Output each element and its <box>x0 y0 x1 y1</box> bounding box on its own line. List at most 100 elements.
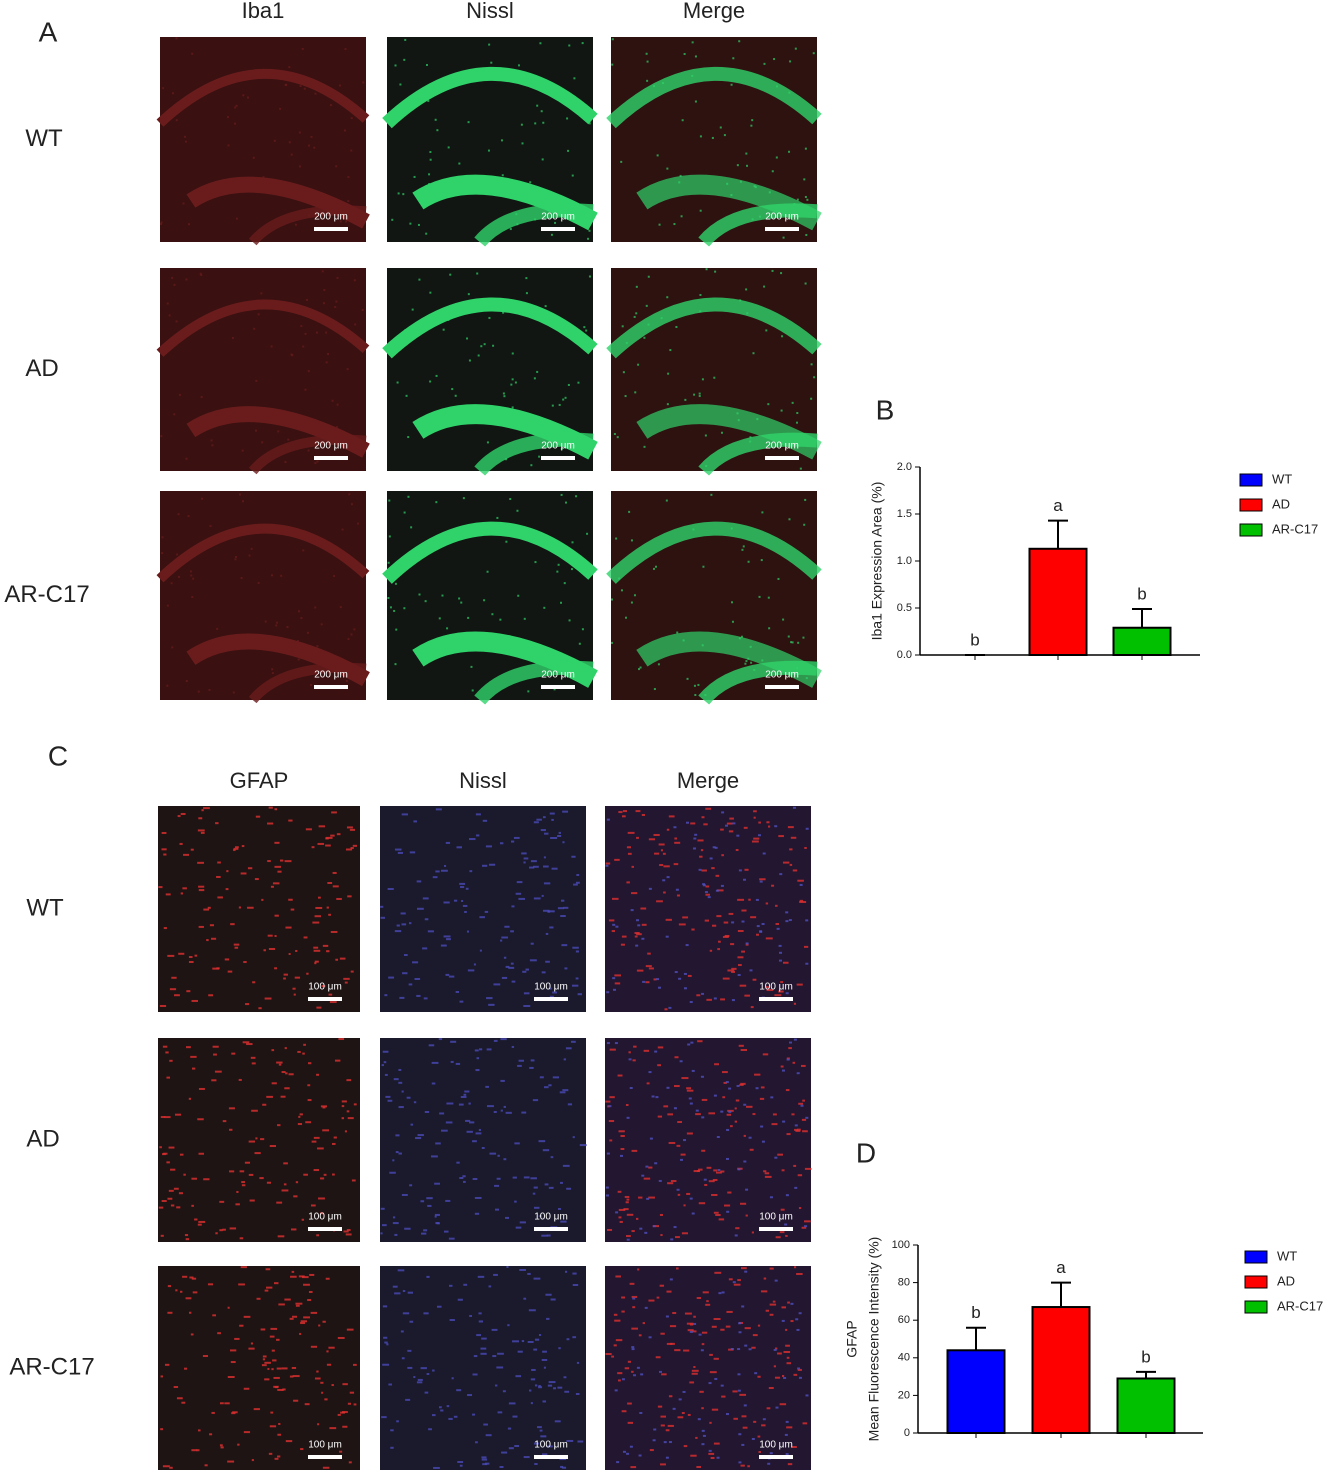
cell <box>759 880 763 883</box>
cell <box>775 923 780 926</box>
cell <box>793 1266 797 1269</box>
cell <box>545 436 548 439</box>
cell <box>424 600 427 603</box>
cell <box>737 1348 741 1351</box>
cell <box>804 282 807 285</box>
cell <box>792 1061 796 1064</box>
cell <box>634 391 637 394</box>
cell <box>509 228 512 231</box>
cell <box>687 1043 691 1046</box>
cell <box>620 160 623 163</box>
cell <box>786 1356 790 1359</box>
cell <box>402 972 408 975</box>
cell <box>695 1109 699 1112</box>
cell <box>243 1315 251 1318</box>
micrograph: 200 μm <box>606 268 822 476</box>
cell <box>618 811 623 814</box>
cell <box>557 907 564 910</box>
cell <box>573 77 576 80</box>
cell <box>780 272 783 275</box>
legend-swatch <box>1239 473 1263 487</box>
cell <box>536 370 539 373</box>
micrograph: 200 μm <box>382 268 598 476</box>
cell <box>716 889 724 892</box>
cell <box>449 273 452 276</box>
cell <box>394 1292 401 1295</box>
cell <box>219 1402 224 1405</box>
cell <box>383 1336 388 1339</box>
cell <box>686 1192 691 1195</box>
cell <box>575 950 579 953</box>
cell <box>786 1058 790 1061</box>
cell <box>715 874 720 877</box>
cell <box>781 1169 785 1172</box>
cell <box>173 283 176 286</box>
cell <box>660 1424 665 1427</box>
cell <box>215 1232 218 1235</box>
cell <box>701 869 707 872</box>
cell <box>639 666 642 669</box>
cell <box>463 1180 466 1183</box>
cell <box>381 1416 387 1419</box>
cell <box>413 1376 416 1379</box>
cell <box>308 144 311 147</box>
cell <box>741 1415 747 1418</box>
cell <box>421 1232 427 1235</box>
cell <box>732 1390 738 1393</box>
cell <box>407 495 410 498</box>
cell <box>709 1371 717 1374</box>
cell <box>777 1153 783 1156</box>
cell <box>426 1373 430 1376</box>
cell <box>307 449 310 452</box>
cell <box>479 916 485 919</box>
cell <box>493 1273 498 1276</box>
cell <box>467 969 475 972</box>
cell <box>761 1140 765 1143</box>
cell <box>697 1040 703 1043</box>
cell <box>624 1195 630 1198</box>
cell <box>559 1091 566 1094</box>
cell <box>560 1220 567 1223</box>
cell <box>240 1266 247 1269</box>
cell <box>668 1141 676 1144</box>
cell <box>308 214 311 217</box>
cell <box>299 1332 302 1335</box>
cell <box>662 852 666 855</box>
cell <box>693 1366 696 1369</box>
cell <box>243 1431 251 1434</box>
cell <box>325 837 329 840</box>
cell <box>161 536 164 539</box>
cell <box>427 316 430 319</box>
column-header: Merge <box>677 768 739 793</box>
cell <box>763 285 766 288</box>
cell <box>455 1062 461 1065</box>
cell <box>164 1116 171 1119</box>
cell <box>423 1229 428 1232</box>
cell <box>523 1297 527 1300</box>
cell <box>690 1041 694 1044</box>
cell <box>748 1348 752 1351</box>
cell <box>262 1103 267 1106</box>
significance-label: a <box>1053 496 1063 515</box>
cell <box>638 1334 642 1337</box>
cell <box>686 1089 694 1092</box>
cell <box>293 1399 299 1402</box>
cell <box>796 1272 803 1275</box>
cell <box>404 1227 411 1230</box>
cell <box>457 1298 463 1301</box>
cell <box>645 304 648 307</box>
cell <box>431 1082 436 1085</box>
cell <box>233 635 236 638</box>
cell <box>503 956 507 959</box>
cell <box>785 1194 789 1197</box>
cell <box>636 933 642 936</box>
cell <box>424 1391 429 1394</box>
cell <box>691 1330 697 1333</box>
cell <box>643 336 646 339</box>
cell <box>175 119 178 122</box>
cell <box>793 1038 797 1041</box>
cell <box>167 1285 172 1288</box>
cell <box>785 1420 789 1423</box>
cell <box>217 896 223 899</box>
cell <box>435 870 440 873</box>
